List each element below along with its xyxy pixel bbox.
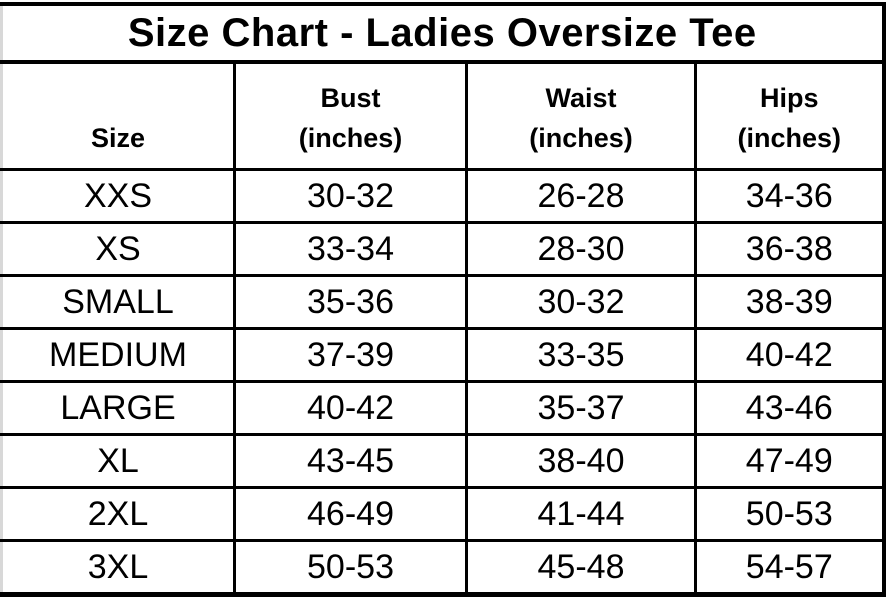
column-header-bust: Bust (inches): [233, 60, 468, 171]
table-body: XXS 30-32 26-28 34-36 XS 33-34 28-30 36-38 SMALL…: [0, 168, 886, 597]
cell-size: XL: [0, 433, 236, 489]
cell-size: XXS: [0, 168, 236, 224]
cell-size: XS: [0, 221, 236, 277]
table-row: SMALL 35-36 30-32 38-39: [0, 274, 886, 330]
cell-bust: 43-45: [233, 433, 468, 489]
table-row: 2XL 46-49 41-44 50-53: [0, 486, 886, 542]
cell-hips: 54-57: [693, 539, 886, 597]
column-header-label: Waist: [545, 83, 617, 113]
column-header-waist: Waist (inches): [465, 60, 697, 171]
cell-size: SMALL: [0, 274, 236, 330]
table-row: XS 33-34 28-30 36-38: [0, 221, 886, 277]
cell-hips: 38-39: [693, 274, 886, 330]
header-row: Size Bust (inches) Waist (inches) Hips (inches…: [0, 60, 886, 171]
cell-waist: 28-30: [465, 221, 697, 277]
cell-waist: 33-35: [465, 327, 697, 383]
cell-size: MEDIUM: [0, 327, 236, 383]
column-header-sublabel: (inches): [298, 123, 403, 153]
column-header-sublabel: (inches): [529, 123, 633, 153]
cell-hips: 47-49: [693, 433, 886, 489]
column-header-hips: Hips (inches): [693, 60, 886, 171]
cell-bust: 40-42: [233, 380, 468, 436]
column-header-size: Size: [0, 60, 236, 171]
cell-bust: 46-49: [233, 486, 468, 542]
cell-waist: 35-37: [465, 380, 697, 436]
cell-hips: 36-38: [693, 221, 886, 277]
cell-hips: 43-46: [693, 380, 886, 436]
cell-bust: 37-39: [233, 327, 468, 383]
title-row: Size Chart - Ladies Oversize Tee: [0, 2, 886, 64]
cell-waist: 45-48: [465, 539, 697, 597]
chart-title: Size Chart - Ladies Oversize Tee: [0, 2, 886, 64]
cell-hips: 40-42: [693, 327, 886, 383]
cell-waist: 38-40: [465, 433, 697, 489]
cell-waist: 26-28: [465, 168, 697, 224]
column-header-label: Hips: [760, 83, 819, 113]
column-header-label: Bust: [320, 83, 381, 113]
table-row: XL 43-45 38-40 47-49: [0, 433, 886, 489]
cell-bust: 33-34: [233, 221, 468, 277]
column-header-sublabel: (inches): [737, 123, 842, 153]
column-header-label: Size: [90, 123, 146, 153]
cell-size: 2XL: [0, 486, 236, 542]
cell-size: LARGE: [0, 380, 236, 436]
cell-waist: 30-32: [465, 274, 697, 330]
cell-bust: 30-32: [233, 168, 468, 224]
cell-waist: 41-44: [465, 486, 697, 542]
table-row: LARGE 40-42 35-37 43-46: [0, 380, 886, 436]
table-row: 3XL 50-53 45-48 54-57: [0, 539, 886, 597]
cell-hips: 50-53: [693, 486, 886, 542]
cell-bust: 50-53: [233, 539, 468, 597]
cell-hips: 34-36: [693, 168, 886, 224]
cell-size: 3XL: [0, 539, 236, 597]
table-row: XXS 30-32 26-28 34-36: [0, 168, 886, 224]
cell-bust: 35-36: [233, 274, 468, 330]
table-row: MEDIUM 37-39 33-35 40-42: [0, 327, 886, 383]
